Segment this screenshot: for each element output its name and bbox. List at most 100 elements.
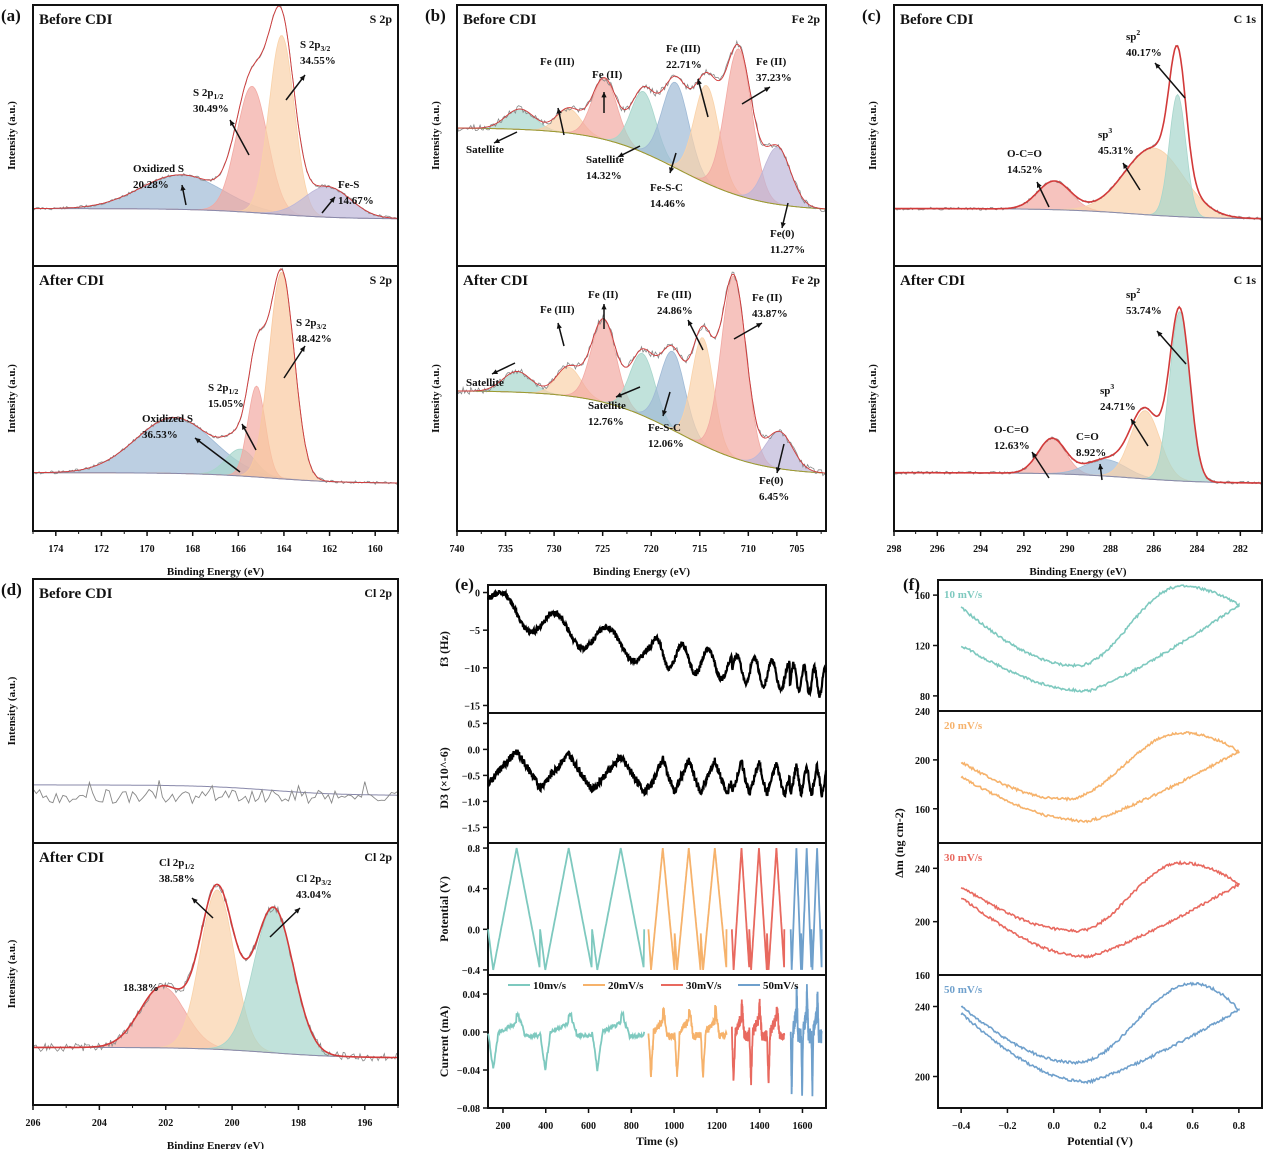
arrow-head bbox=[1123, 163, 1129, 169]
y-tick-label: 200 bbox=[915, 756, 930, 767]
y-tick-label: 120 bbox=[915, 642, 930, 653]
plot-frame bbox=[456, 265, 827, 532]
x-tick-label: 200 bbox=[495, 1121, 510, 1132]
x-tick-label: 168 bbox=[185, 544, 200, 555]
plot-frame bbox=[893, 4, 1263, 267]
x-axis-a: 174 172 170 168 166 164 162 160 Binding Energy (… bbox=[32, 531, 399, 578]
background-line bbox=[456, 127, 827, 210]
subplot-a-top: Before CDI S 2p Intensity (a.u.) S 2p3/2 34.… bbox=[6, 4, 399, 220]
arrow-head bbox=[299, 75, 305, 81]
arrow-line bbox=[1156, 330, 1187, 365]
arrow-head bbox=[780, 222, 786, 228]
arrow-head bbox=[556, 108, 562, 114]
y-tick-label: 200 bbox=[915, 918, 930, 929]
arrow-head bbox=[329, 197, 335, 203]
peak-label: Satellite bbox=[588, 400, 626, 412]
x-tick-label: 725 bbox=[595, 544, 610, 555]
arrow-head bbox=[1036, 182, 1042, 188]
y-tick-label: 0.5 bbox=[468, 719, 481, 730]
x-axis-d: 206 204 202 200 198 196 Binding Energy (eV) bbox=[26, 1105, 399, 1149]
current-line-30mV-s bbox=[731, 998, 786, 1086]
fit-envelope-line bbox=[894, 305, 1262, 484]
plot-frame bbox=[487, 974, 827, 1109]
raw-data-line bbox=[32, 780, 399, 805]
element-label: C 1s bbox=[1234, 12, 1257, 26]
arrow-head bbox=[195, 438, 201, 444]
peak-percent: 53.74% bbox=[1126, 305, 1162, 317]
y-axis-label: Intensity (a.u.) bbox=[867, 364, 879, 433]
y-axis-label: D3 (×10^-6) bbox=[437, 747, 451, 808]
y-tick-label: −0.4 bbox=[462, 966, 480, 977]
x-tick-label: 705 bbox=[789, 544, 804, 555]
y-tick-label: −15 bbox=[464, 701, 480, 712]
panel-letter: (b) bbox=[425, 6, 446, 25]
peak-percent: 24.71% bbox=[1100, 401, 1136, 413]
x-tick-label: 162 bbox=[322, 544, 337, 555]
dissipation-line bbox=[487, 749, 828, 798]
y-tick-label: 240 bbox=[915, 707, 930, 718]
y-tick-label: −0.04 bbox=[457, 1066, 480, 1077]
x-tick-label: 204 bbox=[92, 1118, 107, 1129]
x-axis-label: Binding Energy (eV) bbox=[167, 566, 265, 578]
arrow-line bbox=[229, 119, 250, 156]
arrow-head bbox=[242, 424, 247, 430]
x-tick-label: 174 bbox=[48, 544, 63, 555]
y-tick-label: 160 bbox=[915, 805, 930, 816]
arrow-head bbox=[618, 152, 624, 157]
x-tick-label: 198 bbox=[291, 1118, 306, 1129]
peak-label: Fe (II) bbox=[592, 69, 623, 81]
arrow-head bbox=[180, 185, 186, 191]
peak-cl-2p1-2 bbox=[33, 889, 398, 1058]
fit-envelope-line bbox=[33, 883, 398, 1059]
state-label: After CDI bbox=[463, 273, 528, 289]
x-tick-label: 288 bbox=[1103, 544, 1118, 555]
element-label: C 1s bbox=[1234, 273, 1257, 287]
state-label: After CDI bbox=[900, 273, 965, 289]
x-axis-f: −0.4 −0.2 0.0 0.2 0.4 0.6 0.8 Potential (V) bbox=[952, 1108, 1245, 1148]
arrow-head bbox=[192, 898, 198, 904]
x-tick-label: 292 bbox=[1016, 544, 1031, 555]
arrow-head bbox=[662, 410, 668, 416]
arrow-head bbox=[1131, 419, 1137, 425]
y-tick-label: 0.4 bbox=[468, 885, 481, 896]
peak-label: Fe (II) bbox=[752, 292, 783, 304]
y-tick-label: 0.04 bbox=[463, 990, 481, 1001]
peak-percent: 12.76% bbox=[588, 416, 624, 428]
arrow-line bbox=[687, 319, 704, 351]
x-tick-label: 600 bbox=[581, 1121, 596, 1132]
x-tick-label: 1400 bbox=[750, 1121, 770, 1132]
background-line bbox=[33, 208, 398, 220]
x-tick-label: 160 bbox=[368, 544, 383, 555]
potential-line-20mV-s bbox=[647, 848, 728, 970]
arrow-line bbox=[283, 345, 306, 379]
plot-frame bbox=[32, 842, 399, 1106]
peak-label: Fe (III) bbox=[666, 43, 701, 55]
y-axis-label: Intensity (a.u.) bbox=[867, 101, 879, 170]
y-tick-label: 0.0 bbox=[468, 745, 481, 756]
arrow-line bbox=[697, 78, 709, 118]
peak-label: Oxidized S bbox=[133, 163, 184, 175]
peak-percent: 12.63% bbox=[994, 440, 1030, 452]
plot-frame bbox=[937, 710, 1263, 844]
y-tick-label: 240 bbox=[915, 1003, 930, 1014]
peak-percent: 48.42% bbox=[296, 333, 332, 345]
arrow-head bbox=[601, 92, 607, 98]
x-tick-label: 284 bbox=[1190, 544, 1205, 555]
element-label: Fe 2p bbox=[792, 12, 821, 26]
subplot-c-top: Before CDI C 1s Intensity (a.u.) sp2 40.17% s… bbox=[867, 12, 1263, 221]
peak-percent: 20.28% bbox=[133, 179, 169, 191]
x-tick-label: 720 bbox=[644, 544, 659, 555]
subplot-f-2: 240 200 30 mV/s bbox=[915, 842, 1263, 976]
peak-label: Satellite bbox=[466, 377, 504, 389]
arrow-head bbox=[1098, 464, 1104, 470]
raw-data-line bbox=[32, 267, 399, 485]
peak-label: Fe (III) bbox=[540, 56, 575, 68]
x-tick-label: 196 bbox=[357, 1118, 372, 1129]
x-tick-label: 800 bbox=[624, 1121, 639, 1132]
legend-e: 10mv/s 20mV/s 30mV/s 50mV/s bbox=[508, 980, 799, 992]
fit-envelope-line bbox=[894, 44, 1262, 220]
fit-envelope-line bbox=[457, 273, 827, 474]
y-axis-label: f3 (Hz) bbox=[437, 631, 451, 667]
x-tick-label: 200 bbox=[225, 1118, 240, 1129]
